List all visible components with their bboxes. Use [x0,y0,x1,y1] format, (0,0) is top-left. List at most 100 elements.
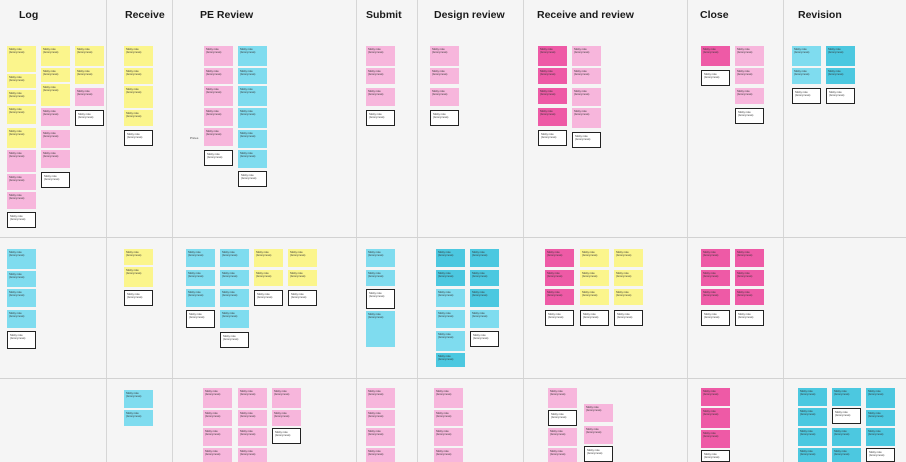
sticky-note[interactable]: Sticky note (Anonymous) [220,270,249,286]
sticky-note[interactable]: Sticky note (Anonymous) [220,289,249,307]
sticky-note[interactable]: Sticky note (Anonymous) [548,448,577,462]
sticky-note[interactable]: Sticky note (Anonymous) [866,448,895,462]
sticky-note[interactable]: Sticky note (Anonymous) [434,410,463,426]
sticky-note[interactable]: Sticky note (Anonymous) [798,388,827,406]
sticky-note[interactable]: Sticky note (Anonymous) [572,88,601,106]
sticky-note[interactable]: Sticky note (Anonymous) [614,310,643,326]
sticky-note[interactable]: Sticky note (Anonymous) [124,390,153,408]
sticky-note[interactable]: Sticky note (Anonymous) [580,270,609,286]
sticky-note[interactable]: Sticky note (Anonymous) [792,68,821,84]
sticky-note[interactable]: Sticky note (Anonymous) [204,108,233,126]
sticky-note[interactable]: Sticky note (Anonymous) [7,331,36,349]
sticky-note[interactable]: Sticky note (Anonymous) [203,428,232,446]
sticky-note[interactable]: Sticky note (Anonymous) [430,110,459,126]
sticky-note[interactable]: Sticky note (Anonymous) [701,46,730,66]
sticky-note[interactable]: Sticky note (Anonymous) [41,46,70,66]
sticky-note[interactable]: Sticky note (Anonymous) [545,289,574,305]
sticky-note[interactable]: Sticky note (Anonymous) [470,289,499,307]
sticky-note[interactable]: Sticky note (Anonymous) [203,410,232,426]
sticky-note[interactable]: Sticky note (Anonymous) [826,68,855,84]
sticky-note[interactable]: Sticky note (Anonymous) [701,388,730,406]
sticky-note[interactable]: Sticky note (Anonymous) [832,408,861,424]
sticky-note[interactable]: Sticky note (Anonymous) [124,410,153,426]
sticky-note[interactable]: Sticky note (Anonymous) [254,290,283,306]
sticky-note[interactable]: Sticky note (Anonymous) [572,46,601,66]
sticky-note[interactable]: Sticky note (Anonymous) [832,448,861,462]
sticky-note[interactable]: Sticky note (Anonymous) [701,70,730,86]
sticky-note[interactable]: Sticky note (Anonymous) [41,172,70,188]
sticky-note[interactable]: Sticky note (Anonymous) [75,68,104,84]
sticky-note[interactable]: Sticky note (Anonymous) [7,249,36,269]
sticky-note[interactable]: Sticky note (Anonymous) [366,249,395,267]
sticky-note[interactable]: Sticky note (Anonymous) [41,130,70,148]
sticky-note[interactable]: Sticky note (Anonymous) [538,46,567,66]
sticky-note[interactable]: Sticky note (Anonymous) [7,90,36,104]
sticky-note[interactable]: Sticky note (Anonymous) [798,428,827,446]
sticky-note[interactable]: Sticky note (Anonymous) [580,310,609,326]
sticky-note[interactable]: Sticky note (Anonymous) [238,410,267,426]
sticky-note[interactable]: Sticky note (Anonymous) [204,86,233,106]
sticky-note[interactable]: Sticky note (Anonymous) [735,108,764,124]
sticky-note[interactable]: Sticky note (Anonymous) [832,428,861,446]
sticky-note[interactable]: Sticky note (Anonymous) [124,46,153,66]
sticky-note[interactable]: Sticky note (Anonymous) [204,46,233,66]
sticky-note[interactable]: Sticky note (Anonymous) [272,428,301,444]
sticky-note[interactable]: Sticky note (Anonymous) [204,68,233,84]
sticky-note[interactable]: Sticky note (Anonymous) [366,110,395,126]
sticky-note[interactable]: Sticky note (Anonymous) [203,388,232,408]
sticky-note[interactable]: Sticky note (Anonymous) [220,332,249,348]
sticky-note[interactable]: Sticky note (Anonymous) [866,388,895,408]
sticky-note[interactable]: Sticky note (Anonymous) [436,249,465,267]
sticky-note[interactable]: Sticky note (Anonymous) [124,68,153,84]
sticky-note[interactable]: Sticky note (Anonymous) [470,331,499,347]
sticky-note[interactable]: Sticky note (Anonymous) [701,249,730,267]
sticky-note[interactable]: Sticky note (Anonymous) [366,289,395,309]
sticky-note[interactable]: Sticky note (Anonymous) [124,249,153,265]
sticky-note[interactable]: Sticky note (Anonymous) [434,448,463,462]
sticky-note[interactable]: Sticky note (Anonymous) [366,410,395,426]
sticky-note[interactable]: Sticky note (Anonymous) [186,310,215,328]
sticky-note[interactable]: Sticky note (Anonymous) [832,388,861,406]
sticky-note[interactable]: Sticky note (Anonymous) [434,428,463,446]
sticky-note[interactable]: Sticky note (Anonymous) [41,108,70,126]
sticky-note[interactable]: Sticky note (Anonymous) [124,290,153,306]
sticky-note[interactable]: Sticky note (Anonymous) [75,88,104,106]
sticky-note[interactable]: Sticky note (Anonymous) [238,86,267,106]
sticky-note[interactable]: Sticky note (Anonymous) [7,74,36,88]
sticky-note[interactable]: Sticky note (Anonymous) [572,132,601,148]
sticky-note[interactable]: Sticky note (Anonymous) [186,270,215,286]
sticky-note[interactable]: Sticky note (Anonymous) [238,171,267,187]
sticky-note[interactable]: Sticky note (Anonymous) [470,249,499,267]
sticky-note[interactable]: Sticky note (Anonymous) [272,410,301,426]
sticky-note[interactable]: Sticky note (Anonymous) [430,68,459,84]
sticky-note[interactable]: Sticky note (Anonymous) [792,46,821,66]
sticky-note[interactable]: Sticky note (Anonymous) [7,212,36,228]
sticky-note[interactable]: Sticky note (Anonymous) [735,46,764,66]
sticky-note[interactable]: Sticky note (Anonymous) [203,448,232,462]
sticky-note[interactable]: Sticky note (Anonymous) [238,428,267,446]
sticky-note[interactable]: Sticky note (Anonymous) [124,267,153,287]
sticky-note[interactable]: Sticky note (Anonymous) [7,289,36,307]
sticky-note[interactable]: Sticky note (Anonymous) [7,192,36,209]
sticky-note[interactable]: Sticky note (Anonymous) [366,311,395,347]
sticky-note[interactable]: Sticky note (Anonymous) [366,68,395,84]
sticky-note[interactable]: Sticky note (Anonymous) [238,130,267,148]
sticky-note[interactable]: Sticky note (Anonymous) [288,249,317,267]
sticky-note[interactable]: Sticky note (Anonymous) [75,110,104,126]
sticky-note[interactable]: Sticky note (Anonymous) [366,270,395,286]
sticky-note[interactable]: Sticky note (Anonymous) [798,448,827,462]
sticky-note[interactable]: Sticky note (Anonymous) [288,290,317,306]
sticky-note[interactable]: Sticky note (Anonymous) [584,404,613,422]
sticky-note[interactable]: Sticky note (Anonymous) [735,289,764,305]
sticky-note[interactable]: Sticky note (Anonymous) [124,130,153,146]
sticky-note[interactable]: Sticky note (Anonymous) [436,270,465,286]
sticky-note[interactable]: Sticky note (Anonymous) [701,450,730,462]
sticky-note[interactable]: Sticky note (Anonymous) [220,249,249,267]
sticky-note[interactable]: Sticky note (Anonymous) [41,150,70,168]
sticky-note[interactable]: Sticky note (Anonymous) [366,388,395,408]
sticky-note[interactable]: Sticky note (Anonymous) [436,310,465,328]
sticky-note[interactable]: Sticky note (Anonymous) [75,46,104,66]
sticky-note[interactable]: Sticky note (Anonymous) [7,46,36,72]
sticky-note[interactable]: Sticky note (Anonymous) [238,46,267,66]
sticky-note[interactable]: Sticky note (Anonymous) [826,46,855,66]
